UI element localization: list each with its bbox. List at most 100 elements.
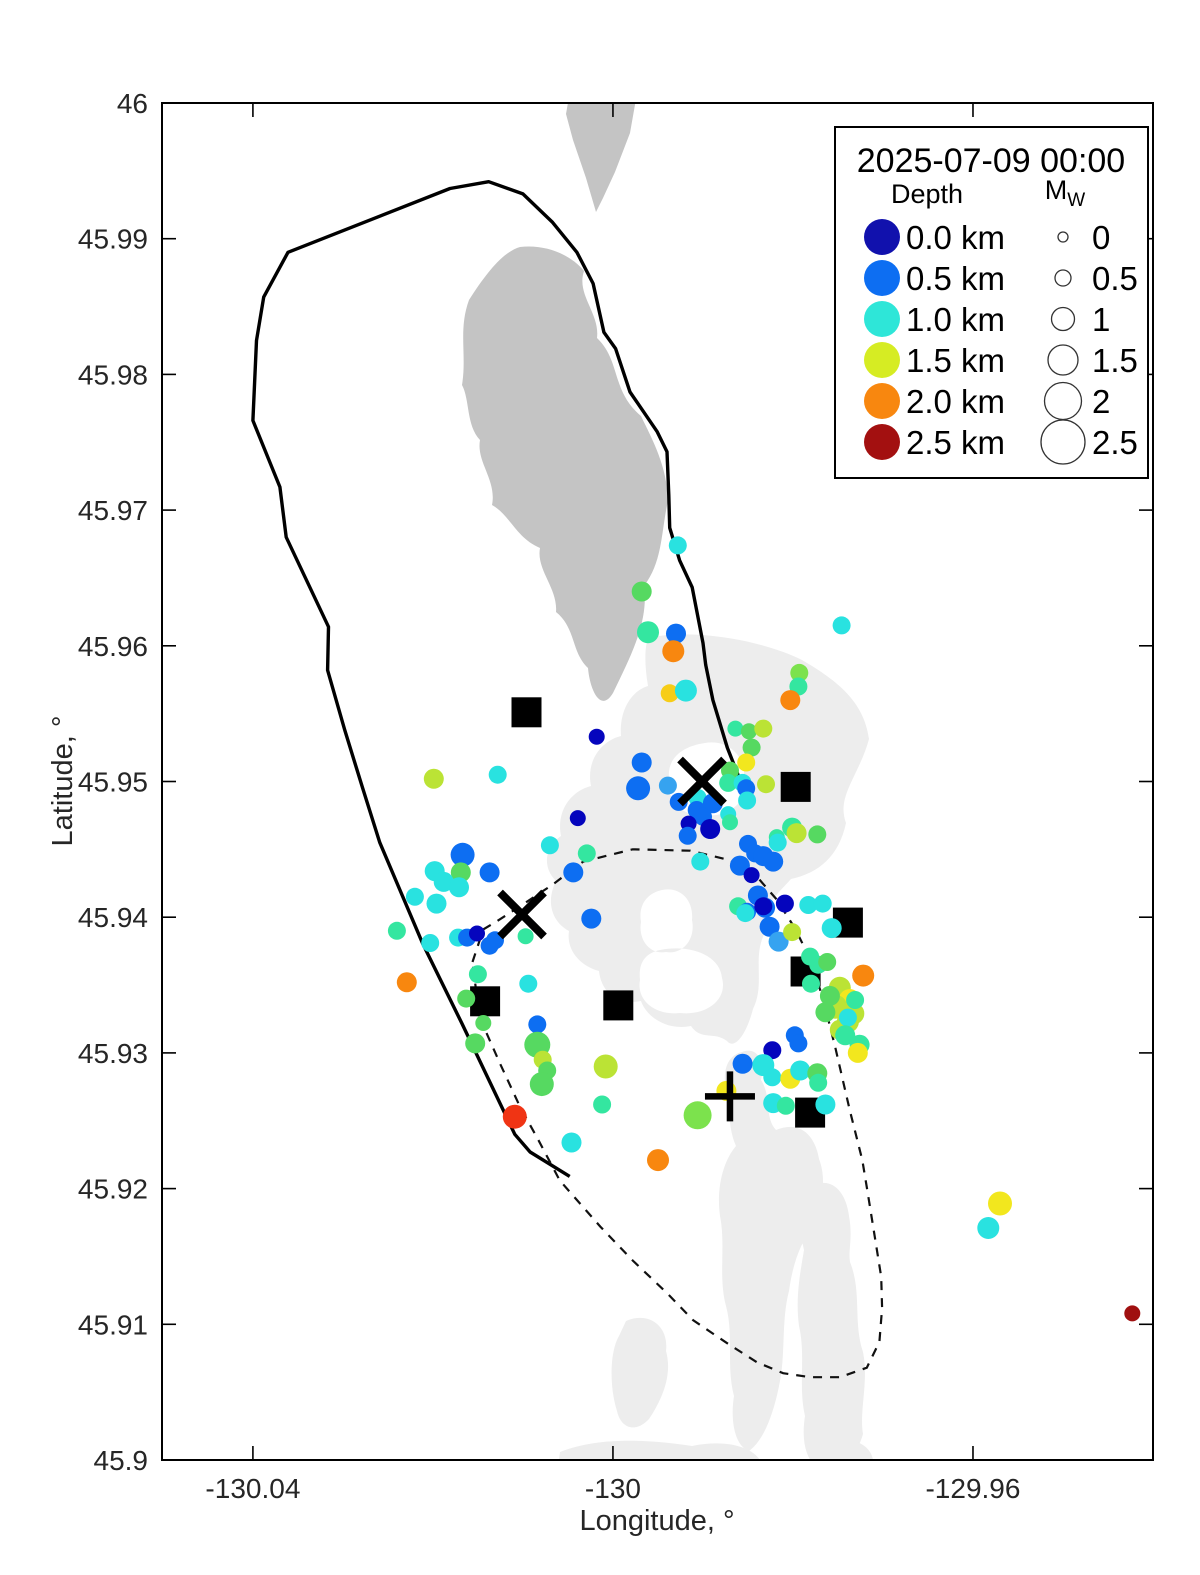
earthquake-marker — [763, 1068, 782, 1087]
earthquake-marker — [977, 1217, 1000, 1239]
earthquake-marker — [479, 862, 500, 883]
earthquake-marker — [754, 897, 773, 916]
earthquake-marker — [719, 773, 738, 792]
earthquake-marker — [581, 908, 602, 929]
earthquake-marker — [808, 825, 827, 844]
earthquake-marker — [563, 862, 584, 883]
earthquake-marker — [577, 844, 596, 863]
earthquake-marker — [561, 1132, 582, 1153]
earthquake-marker — [405, 887, 424, 906]
earthquake-marker — [813, 894, 832, 913]
earthquake-marker — [757, 775, 775, 794]
earthquake-marker — [421, 934, 440, 952]
lava-flow-shading — [462, 103, 873, 1460]
legend-depth-label: 2.5 km — [906, 424, 1005, 461]
earthquake-marker — [637, 621, 659, 644]
earthquake-marker — [678, 826, 697, 845]
earthquake-marker — [433, 871, 454, 892]
earthquake-marker — [502, 1104, 527, 1129]
y-tick-label: 45.96 — [78, 631, 148, 662]
solid-boundary-outline — [251, 179, 741, 1178]
earthquake-marker — [426, 893, 447, 914]
earthquake-marker — [732, 1053, 753, 1074]
earthquake-marker — [387, 921, 406, 940]
cross-marker — [497, 889, 547, 940]
earthquake-marker — [569, 810, 586, 827]
earthquake-marker — [815, 1002, 836, 1023]
earthquake-markers — [387, 536, 1141, 1322]
seismometer-stations — [470, 697, 863, 1128]
earthquake-marker — [988, 1191, 1012, 1216]
earthquake-marker — [763, 851, 784, 872]
earthquake-marker — [790, 663, 809, 682]
legend-magnitude-scale: 0 0.5 1 1.5 2 2.5 — [1040, 219, 1138, 465]
x-axis-label: Longitude, ° — [579, 1505, 734, 1537]
legend-depth-scale: 0.0 km 0.5 km 1.0 km 1.5 km 2.0 km 2.5 km — [864, 219, 1005, 461]
plus-marker — [704, 1071, 755, 1122]
earthquake-marker — [736, 904, 755, 923]
axis-ticks — [162, 102, 1153, 1461]
x-tick-label: -129.96 — [925, 1473, 1020, 1504]
earthquake-marker — [763, 1041, 782, 1060]
earthquake-marker — [517, 928, 534, 945]
earthquake-marker — [457, 989, 476, 1008]
earthquake-marker — [631, 581, 652, 602]
earthquake-marker — [776, 1096, 795, 1115]
earthquake-marker — [540, 836, 559, 855]
earthquake-marker — [668, 536, 687, 555]
earthquake-marker — [588, 728, 605, 745]
earthquake-marker — [660, 684, 679, 703]
legend-depth-swatch — [864, 424, 900, 460]
earthquake-marker — [631, 752, 652, 773]
earthquake-marker — [722, 814, 738, 831]
earthquake-marker — [468, 965, 487, 984]
legend-mw-header: MW — [1045, 175, 1086, 211]
earthquake-marker — [647, 1149, 669, 1172]
station-square-marker — [470, 986, 501, 1017]
legend-depth-label: 0.5 km — [906, 260, 1005, 297]
legend-title-date: 2025-07-09 00:00 — [857, 142, 1125, 180]
y-tick-label: 45.95 — [78, 767, 148, 798]
earthquake-marker — [740, 723, 757, 740]
y-tick-label: 45.93 — [78, 1038, 148, 1069]
earthquake-marker — [789, 1034, 808, 1053]
earthquake-marker — [727, 720, 744, 737]
earthquake-marker — [742, 738, 761, 757]
legend-mw-circle — [1040, 419, 1086, 465]
earthquake-marker — [852, 964, 875, 987]
station-square-marker — [603, 990, 634, 1021]
earthquake-marker — [819, 985, 840, 1006]
legend-depth-label: 1.5 km — [906, 342, 1005, 379]
earthquake-marker — [838, 1008, 857, 1027]
legend-depth-swatch — [864, 342, 900, 378]
legend-depth-swatch — [864, 260, 900, 296]
earthquake-marker — [674, 679, 697, 702]
y-tick-label: 45.91 — [78, 1309, 148, 1340]
mw-symbol: M — [1045, 175, 1068, 205]
legend-mw-circle — [1054, 269, 1072, 287]
earthquake-marker — [818, 953, 837, 971]
earthquake-marker — [475, 1015, 492, 1031]
earthquake-marker — [821, 918, 842, 939]
legend-mw-circle — [1057, 231, 1069, 243]
boundary-outlines — [251, 179, 884, 1379]
y-tick-label: 46 — [117, 88, 148, 119]
earthquake-marker — [815, 1094, 836, 1115]
earthquake-marker — [593, 1095, 612, 1114]
earthquake-marker — [737, 753, 756, 772]
station-square-marker — [511, 697, 542, 728]
legend-mw-label: 2.5 — [1092, 424, 1138, 461]
y-tick-label: 45.9 — [94, 1445, 149, 1476]
earthquake-marker — [683, 1101, 712, 1130]
axis-tick-labels: -130.04 -130 -129.96 46 45.99 45.98 45.97 45.96… — [78, 88, 1021, 1504]
earthquake-marker — [449, 877, 469, 898]
legend: 2025-07-09 00:00 Depth MW 0.0 km 0.5 km 1.… — [834, 126, 1149, 479]
earthquake-marker — [626, 776, 651, 801]
legend-mw-circle — [1043, 381, 1083, 421]
legend-depth-swatch — [864, 301, 900, 337]
mw-subscript: W — [1067, 190, 1085, 211]
earthquake-marker — [465, 1033, 486, 1054]
earthquake-marker — [666, 623, 686, 644]
legend-depth-swatch — [864, 219, 900, 255]
station-square-marker — [780, 771, 811, 802]
